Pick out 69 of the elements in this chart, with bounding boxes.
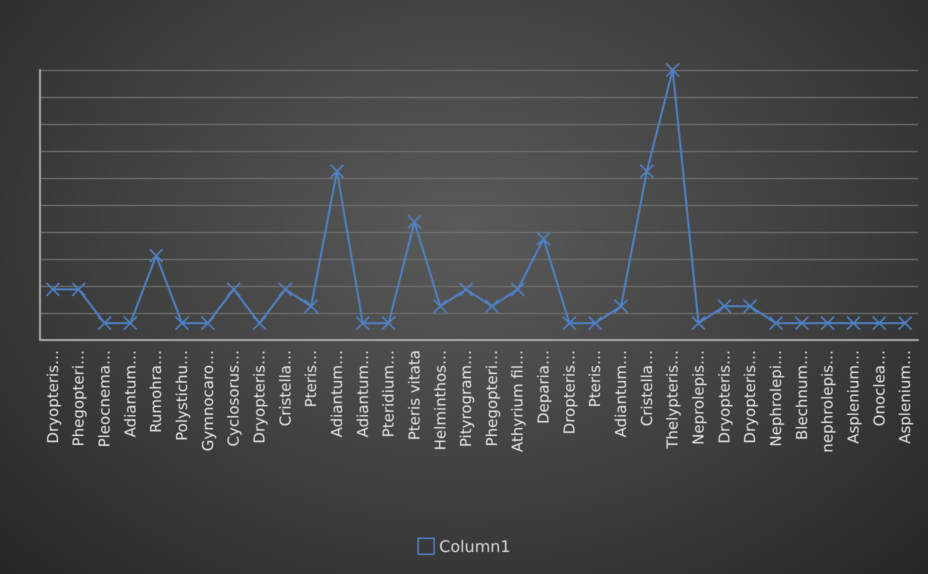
point [717, 298, 732, 314]
x-tick-label: Thelypteris… [664, 350, 682, 450]
x-tick-label: Athyrium fil… [508, 350, 527, 452]
point [355, 316, 370, 330]
point [872, 316, 887, 330]
legend-label: Column1 [439, 536, 511, 556]
point [46, 282, 60, 297]
x-tick-label: Onoclea… [870, 350, 888, 426]
point [588, 316, 603, 330]
point [174, 316, 190, 330]
x-tick-label: Dryopteris… [250, 350, 268, 444]
point [123, 316, 138, 330]
point [484, 298, 500, 314]
x-tick-label: Pityrogram… [457, 350, 476, 448]
point [742, 298, 758, 314]
x-tick-label: Gymnocaro… [198, 350, 217, 452]
x-tick-label: Adiantum… [354, 350, 372, 438]
x-tick-label: Cristella… [638, 350, 656, 426]
point [794, 316, 810, 330]
x-tick-label: Adiantum… [612, 350, 630, 438]
x-tick-label: Adiantum… [328, 350, 346, 438]
point [252, 316, 267, 330]
x-tick-label: Neprolepis… [690, 350, 708, 445]
x-tick-label: Phegopteri… [482, 350, 501, 446]
point [562, 316, 577, 330]
x-tick-label: Dryopteris… [44, 350, 62, 444]
x-tick-label: Helminthos… [431, 350, 450, 450]
point [278, 282, 293, 297]
point [407, 214, 422, 230]
x-tick-label: Asplenium… [896, 350, 914, 444]
point [665, 62, 680, 78]
x-tick-label: Polystichu… [173, 350, 192, 441]
point [536, 231, 551, 246]
x-tick-label: Pteridium… [380, 350, 398, 438]
point [458, 282, 474, 297]
point [330, 164, 344, 179]
x-tick-label: Pteris… [302, 350, 320, 408]
point [97, 316, 112, 330]
point [304, 298, 318, 314]
point [614, 298, 628, 314]
x-tick-label: Dropteris… [560, 350, 578, 434]
x-tick-label: Adiantum… [121, 350, 140, 438]
point [71, 282, 86, 297]
x-tick-label: Cyclosorus… [224, 350, 243, 446]
x-tick-label: Phegopteri… [70, 350, 88, 446]
x-tick-label: Asplenium… [844, 350, 862, 444]
point [691, 316, 706, 330]
x-tick-label: Blechnum… [792, 350, 811, 440]
point [846, 316, 861, 330]
point [200, 316, 216, 330]
x-tick-label: Nephrolepi… [766, 350, 785, 447]
point [640, 164, 654, 179]
x-tick-label: Rumohra… [147, 350, 166, 433]
point [381, 316, 396, 330]
x-tick-label: Cristella… [276, 350, 294, 426]
x-tick-label: nephrolepis… [818, 350, 837, 453]
point [148, 248, 164, 263]
point [432, 298, 448, 314]
x-tick-label: Dryopteris… [741, 350, 760, 444]
x-tick-label: Dryopteris… [715, 350, 734, 444]
point [226, 282, 241, 297]
x-tick-label: Deparia… [534, 350, 553, 424]
x-tick-label: Pteris… [586, 350, 604, 408]
point [768, 316, 784, 330]
x-tick-label: Pteris vitata [405, 350, 424, 440]
x-tick-label: Pleocnema… [96, 350, 114, 448]
point [820, 316, 835, 330]
point [898, 316, 912, 330]
point [510, 282, 526, 297]
